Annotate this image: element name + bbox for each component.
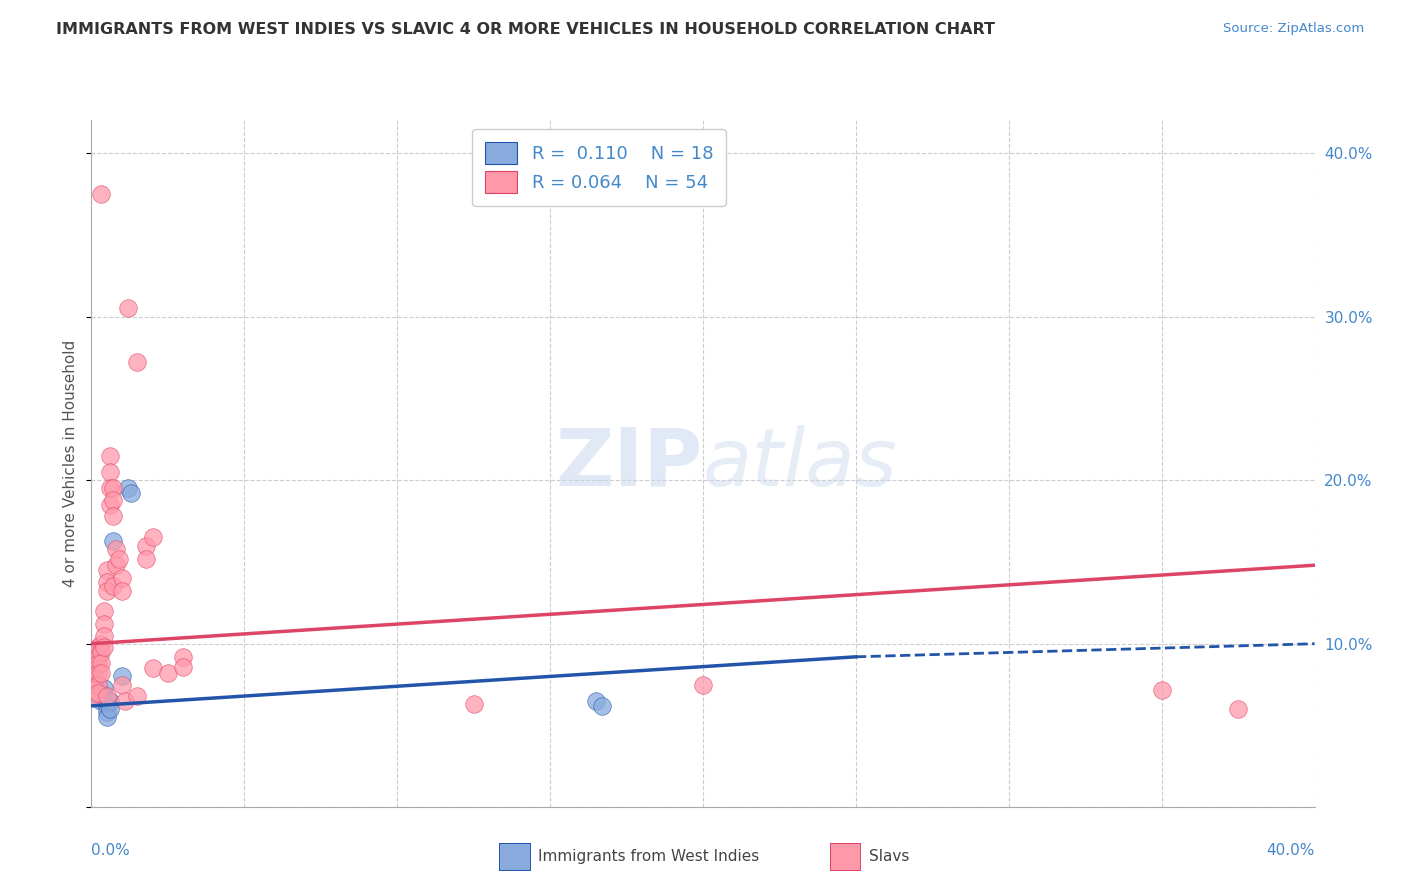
Text: 40.0%: 40.0%	[1267, 843, 1315, 858]
Point	[83, 657, 105, 671]
Point	[98, 694, 121, 708]
Point	[90, 657, 112, 671]
Text: IMMIGRANTS FROM WEST INDIES VS SLAVIC 4 OR MORE VEHICLES IN HOUSEHOLD CORRELATIO: IMMIGRANTS FROM WEST INDIES VS SLAVIC 4 …	[56, 22, 995, 37]
Point	[86, 678, 108, 692]
Point	[111, 669, 134, 683]
Point	[127, 355, 149, 369]
Point	[96, 698, 118, 713]
Point	[90, 686, 112, 700]
Point	[101, 533, 124, 548]
Point	[86, 689, 108, 703]
Point	[172, 659, 194, 673]
Point	[111, 571, 134, 585]
Point	[83, 673, 105, 687]
Point	[83, 682, 105, 697]
Point	[141, 661, 163, 675]
Point	[98, 465, 121, 479]
Point	[585, 694, 607, 708]
Point	[93, 681, 115, 695]
Point	[83, 689, 105, 703]
Point	[591, 698, 613, 713]
Point	[101, 481, 124, 495]
Point	[83, 649, 105, 664]
Text: 0.0%: 0.0%	[91, 843, 131, 858]
Text: atlas: atlas	[703, 425, 898, 503]
Point	[172, 649, 194, 664]
Point	[93, 628, 115, 642]
Point	[86, 640, 108, 654]
Point	[104, 558, 127, 573]
Point	[96, 706, 118, 720]
Point	[86, 686, 108, 700]
Point	[90, 645, 112, 659]
Point	[692, 678, 714, 692]
Point	[93, 640, 115, 654]
Point	[101, 580, 124, 594]
Text: Immigrants from West Indies: Immigrants from West Indies	[538, 849, 759, 863]
Point	[120, 486, 142, 500]
Point	[90, 637, 112, 651]
Point	[90, 187, 112, 202]
Point	[1150, 682, 1173, 697]
Point	[98, 498, 121, 512]
Point	[93, 604, 115, 618]
Point	[135, 539, 157, 553]
Point	[83, 678, 105, 692]
Point	[93, 617, 115, 632]
Point	[98, 702, 121, 716]
Point	[86, 649, 108, 664]
Point	[114, 694, 136, 708]
Point	[86, 666, 108, 681]
Point	[90, 694, 112, 708]
Point	[98, 481, 121, 495]
Point	[101, 509, 124, 524]
Point	[83, 666, 105, 681]
Point	[96, 563, 118, 577]
Point	[86, 682, 108, 697]
Point	[463, 698, 485, 712]
Text: Slavs: Slavs	[869, 849, 910, 863]
Point	[117, 481, 139, 495]
Point	[127, 689, 149, 703]
Point	[101, 492, 124, 507]
Point	[156, 666, 179, 681]
Point	[1227, 702, 1250, 716]
Point	[96, 710, 118, 724]
Point	[96, 689, 118, 703]
Point	[117, 301, 139, 316]
Text: Source: ZipAtlas.com: Source: ZipAtlas.com	[1223, 22, 1364, 36]
Point	[86, 657, 108, 671]
Legend: R =  0.110    N = 18, R = 0.064    N = 54: R = 0.110 N = 18, R = 0.064 N = 54	[472, 129, 725, 206]
Point	[98, 449, 121, 463]
Point	[96, 584, 118, 599]
Point	[96, 574, 118, 589]
Point	[111, 678, 134, 692]
Y-axis label: 4 or more Vehicles in Household: 4 or more Vehicles in Household	[63, 340, 79, 588]
Point	[135, 551, 157, 566]
Point	[93, 689, 115, 703]
Point	[111, 584, 134, 599]
Point	[141, 530, 163, 544]
Text: ZIP: ZIP	[555, 425, 703, 503]
Point	[108, 551, 131, 566]
Point	[90, 666, 112, 681]
Point	[104, 541, 127, 556]
